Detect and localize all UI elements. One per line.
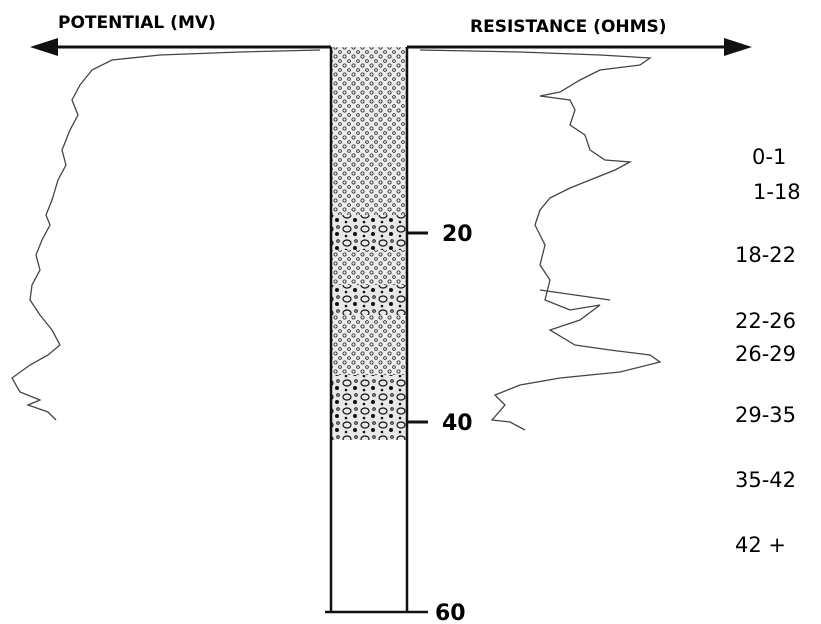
depth-label: 20 — [442, 222, 473, 247]
coarse-gravel — [331, 285, 407, 315]
fine-gravel — [331, 250, 407, 285]
interval-label: 26-29 — [735, 342, 796, 366]
potential-label: POTENTIAL (MV) — [58, 13, 216, 33]
depth-label: 40 — [442, 411, 473, 436]
fine-gravel — [331, 47, 407, 215]
interval-label: 18-22 — [735, 243, 796, 267]
fine-gravel — [331, 315, 407, 375]
coarse-gravel — [331, 215, 407, 250]
potential-curve — [11, 49, 321, 421]
arrowhead-right — [724, 38, 752, 56]
interval-label: 22-26 — [735, 309, 796, 333]
arrowhead-left — [30, 38, 58, 56]
resistance-curve — [539, 289, 611, 301]
resistance-curve — [419, 49, 662, 431]
resistance-label: RESISTANCE (OHMS) — [470, 17, 667, 37]
interval-label: 35-42 — [735, 468, 796, 492]
coarse-gravel — [331, 375, 407, 440]
interval-label: 29-35 — [735, 403, 796, 427]
depth-label: 60 — [435, 601, 466, 624]
interval-label: 42 + — [735, 533, 786, 557]
interval-label: 0-1 — [752, 145, 786, 169]
interval-label: 1-18 — [753, 180, 801, 204]
